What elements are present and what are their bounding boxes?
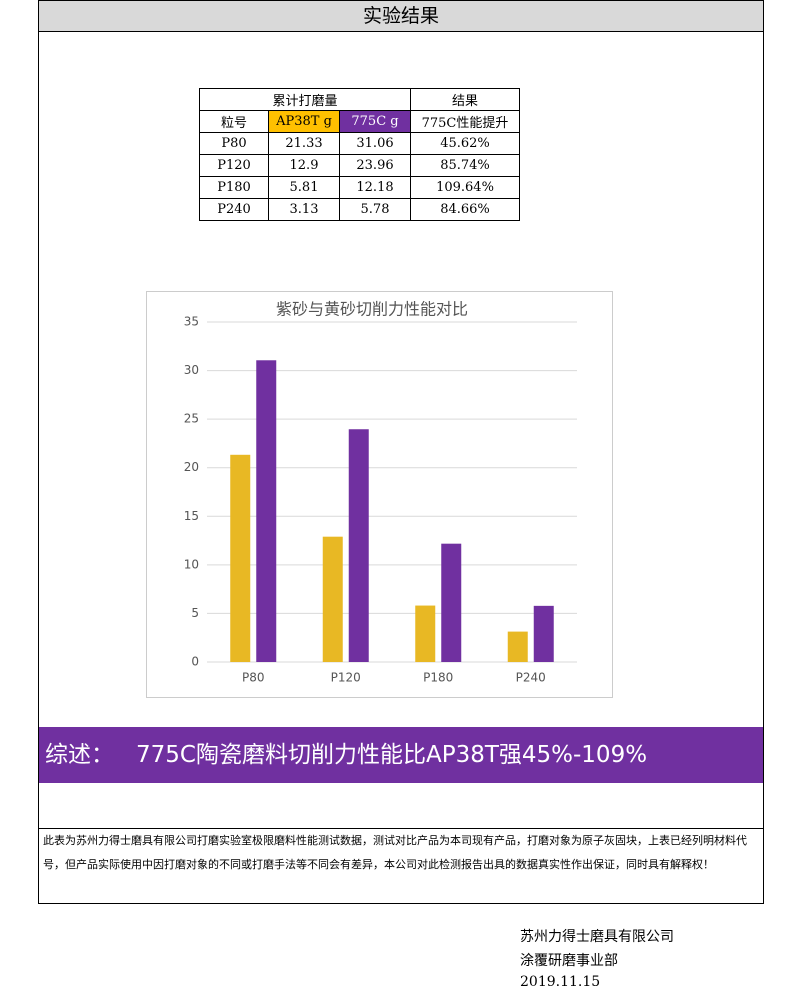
footer-department: 涂覆研磨事业部 bbox=[520, 953, 618, 969]
footer-company: 苏州力得士磨具有限公司 bbox=[520, 929, 674, 945]
chart: 紫砂与黄砂切削力性能对比 0 5 10 15 20 25 30 35 P80 P120 P180 P2… bbox=[184, 300, 577, 685]
summary-text: 775C陶瓷磨料切削力性能比AP38T强45%-109% bbox=[136, 742, 648, 768]
bar bbox=[507, 631, 528, 662]
table-cell: 45.62% bbox=[410, 132, 520, 155]
table-cell: 84.66% bbox=[410, 198, 520, 221]
table-cell: 31.06 bbox=[339, 132, 411, 155]
x-tick-label: P80 bbox=[242, 671, 265, 685]
summary-label: 综述： bbox=[45, 742, 114, 768]
bar bbox=[348, 429, 369, 662]
table-row: P180 5.81 12.18 109.64% bbox=[199, 176, 520, 199]
y-tick-label: 15 bbox=[184, 509, 199, 523]
table-row: P120 12.9 23.96 85.74% bbox=[199, 154, 520, 177]
y-tick-label: 0 bbox=[191, 655, 199, 669]
bar bbox=[533, 605, 554, 662]
disclaimer: 此表为苏州力得士磨具有限公司打磨实验室极限磨料性能测试数据，测试对比产品为本司现… bbox=[39, 828, 763, 903]
column-header: AP38T g bbox=[268, 110, 340, 133]
table-cell: P240 bbox=[199, 198, 269, 221]
results-table: 累计打磨量 结果 粒号 AP38T g 775C g 775C性能提升 P80 21.33 31… bbox=[199, 88, 520, 221]
bar bbox=[230, 454, 251, 662]
table-row: P80 21.33 31.06 45.62% bbox=[199, 132, 520, 155]
summary-banner: 综述： 775C陶瓷磨料切削力性能比AP38T强45%-109% bbox=[39, 727, 763, 783]
bar bbox=[256, 360, 277, 662]
y-tick-label: 20 bbox=[184, 460, 199, 474]
chart-title: 紫砂与黄砂切削力性能对比 bbox=[276, 300, 468, 319]
table-cell: 3.13 bbox=[268, 198, 340, 221]
footer-date: 2019.11.15 bbox=[520, 974, 601, 990]
bar bbox=[415, 605, 436, 662]
table-cell: P80 bbox=[199, 132, 269, 155]
y-tick-label: 5 bbox=[191, 606, 199, 620]
y-tick-label: 25 bbox=[184, 412, 199, 426]
table-cell: 85.74% bbox=[410, 154, 520, 177]
x-tick-label: P240 bbox=[516, 671, 546, 685]
table-cell: 12.18 bbox=[339, 176, 411, 199]
bar bbox=[441, 543, 462, 662]
report-frame: 实验结果 累计打磨量 结果 粒号 AP38T g 775C g 775C性能提升 P80 21… bbox=[38, 0, 764, 904]
table-cell: 5.81 bbox=[268, 176, 340, 199]
bar bbox=[322, 536, 343, 662]
y-tick-label: 30 bbox=[184, 363, 199, 377]
table-cell: P120 bbox=[199, 154, 269, 177]
chart-box: 紫砂与黄砂切削力性能对比 0 5 10 15 20 25 30 35 P80 P120 P180 P2… bbox=[146, 291, 613, 698]
column-header: 775C g bbox=[339, 110, 411, 133]
table-cell: P180 bbox=[199, 176, 269, 199]
table-cell: 5.78 bbox=[339, 198, 411, 221]
table-cell: 12.9 bbox=[268, 154, 340, 177]
column-header: 粒号 bbox=[199, 110, 269, 133]
column-header: 775C性能提升 bbox=[410, 110, 520, 133]
group-header: 结果 bbox=[410, 88, 520, 111]
table-cell: 23.96 bbox=[339, 154, 411, 177]
table-row: 累计打磨量 结果 bbox=[199, 88, 520, 111]
x-tick-label: P120 bbox=[331, 671, 361, 685]
table-row: 粒号 AP38T g 775C g 775C性能提升 bbox=[199, 110, 520, 133]
table-cell: 109.64% bbox=[410, 176, 520, 199]
table-cell: 21.33 bbox=[268, 132, 340, 155]
header-title: 实验结果 bbox=[39, 0, 763, 32]
table-row: P240 3.13 5.78 84.66% bbox=[199, 198, 520, 221]
y-tick-label: 10 bbox=[184, 557, 199, 571]
x-tick-label: P180 bbox=[423, 671, 453, 685]
y-tick-label: 35 bbox=[184, 315, 199, 329]
group-header: 累计打磨量 bbox=[199, 88, 411, 111]
